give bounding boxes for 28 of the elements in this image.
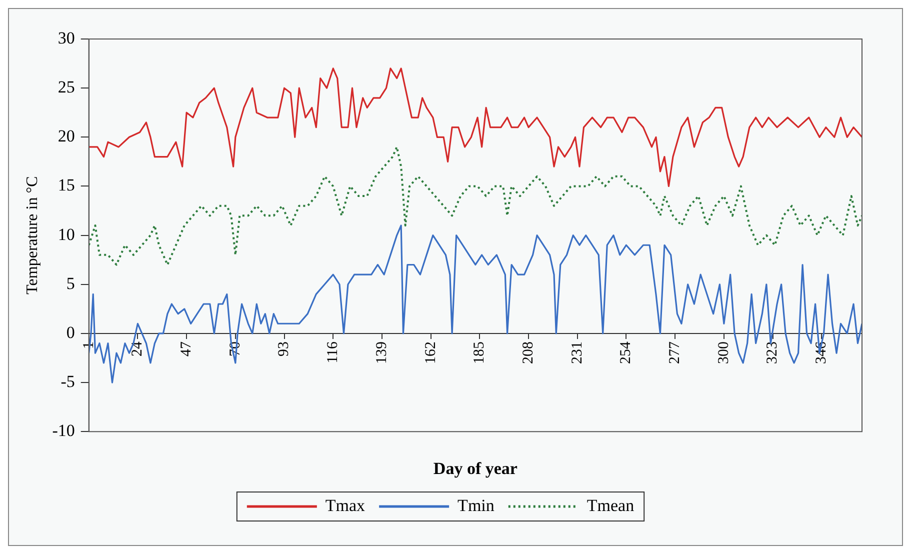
x-tick-label: 231 xyxy=(569,341,586,364)
x-tick-label: 208 xyxy=(520,341,536,364)
y-tick-label: 15 xyxy=(58,176,75,195)
legend-label: Tmax xyxy=(325,496,366,515)
legend-label: Tmean xyxy=(586,496,635,515)
x-tick-label: 116 xyxy=(325,340,342,364)
x-tick-label: 24 xyxy=(130,340,146,356)
x-tick-label: 323 xyxy=(764,341,781,364)
x-tick-label: 300 xyxy=(716,341,732,364)
x-tick-label: 139 xyxy=(374,341,390,364)
y-tick-label: 10 xyxy=(58,224,75,244)
y-tick-label: 20 xyxy=(58,126,75,146)
x-tick-label: 277 xyxy=(667,340,684,364)
legend-label: Tmin xyxy=(458,496,495,515)
y-axis-title: Temperature in °C xyxy=(24,176,41,294)
x-tick-label: 93 xyxy=(276,341,292,356)
x-tick-label: 185 xyxy=(472,341,488,364)
y-tick-label: 0 xyxy=(66,322,75,342)
x-tick-label: 47 xyxy=(178,340,195,356)
y-tick-label: 30 xyxy=(58,28,75,48)
y-tick-label: 5 xyxy=(66,274,75,293)
x-tick-label: 162 xyxy=(422,341,439,364)
x-axis-title: Day of year xyxy=(433,459,518,478)
y-tick-label: -10 xyxy=(52,421,75,440)
x-tick-label: 254 xyxy=(618,340,634,364)
y-tick-label: -5 xyxy=(60,372,75,391)
y-tick-label: 25 xyxy=(58,78,75,97)
line-series xyxy=(88,146,862,266)
